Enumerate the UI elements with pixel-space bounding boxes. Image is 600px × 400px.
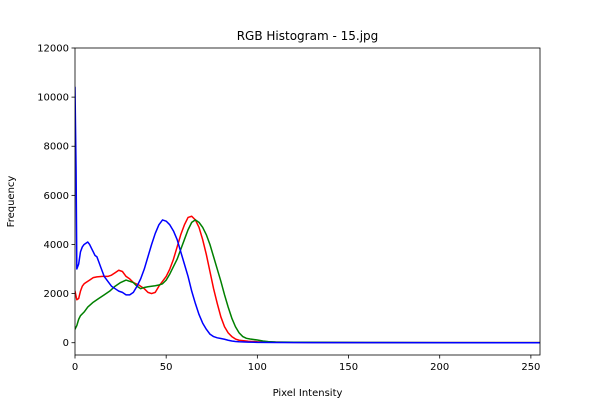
y-tick-label: 10000 xyxy=(37,93,69,104)
axes-frame xyxy=(74,47,541,356)
y-tick-label: 8000 xyxy=(44,142,69,153)
x-tick-label: 0 xyxy=(72,362,78,373)
y-tick-label: 12000 xyxy=(37,44,69,55)
blue-channel-line xyxy=(75,86,540,344)
x-tick-label: 200 xyxy=(430,362,449,373)
x-axis: 0 50 100 150 200 250 xyxy=(72,355,540,373)
y-tick-label: 0 xyxy=(63,338,69,349)
x-axis-label: Pixel Intensity xyxy=(273,388,343,399)
x-tick-label: 100 xyxy=(248,362,267,373)
x-tick-label: 250 xyxy=(521,362,540,373)
plot-area xyxy=(75,86,540,344)
red-channel-line xyxy=(75,215,540,344)
chart-title: RGB Histogram - 15.jpg xyxy=(237,29,379,43)
green-channel-line xyxy=(75,219,540,344)
x-tick-label: 50 xyxy=(160,362,173,373)
x-tick-label: 150 xyxy=(339,362,358,373)
y-tick-label: 6000 xyxy=(44,191,69,202)
y-tick-label: 4000 xyxy=(44,240,69,251)
y-axis-label: Frequency xyxy=(6,176,17,228)
y-tick-label: 2000 xyxy=(44,289,69,300)
y-axis: 0 2000 4000 6000 8000 10000 12000 xyxy=(37,44,75,349)
